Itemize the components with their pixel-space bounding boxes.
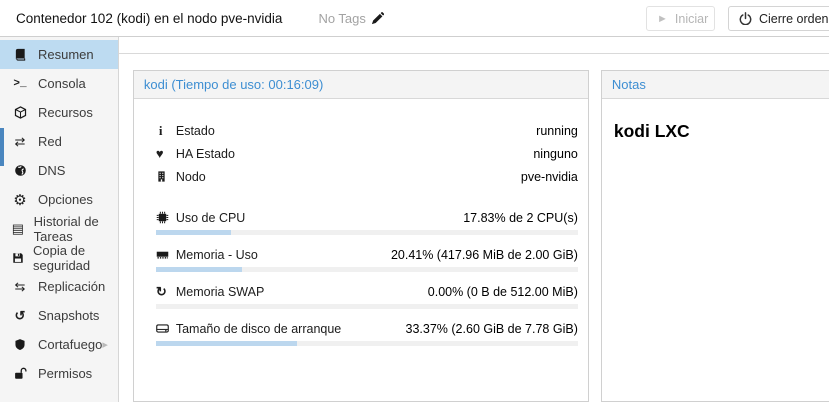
play-icon: ► bbox=[657, 12, 668, 25]
notes-panel-title: Notas bbox=[601, 71, 829, 99]
swap-progressbar bbox=[155, 304, 578, 309]
hdd-icon bbox=[156, 322, 176, 335]
pencil-icon[interactable] bbox=[371, 11, 384, 25]
power-icon bbox=[739, 12, 752, 25]
info-icon: i bbox=[158, 122, 163, 138]
notes-content[interactable]: kodi LXC bbox=[613, 121, 690, 141]
globe-icon bbox=[10, 164, 30, 177]
tree-scrollbar-thumb[interactable] bbox=[0, 128, 4, 166]
shutdown-button[interactable]: Cierre ordenado bbox=[728, 6, 829, 31]
status-row-ha: ♥ HA Estado ninguno bbox=[155, 146, 578, 161]
chevron-right-icon: ▸ bbox=[102, 339, 108, 351]
memory-icon bbox=[156, 248, 176, 261]
sidebar-item-replicacion[interactable]: ⇆ Replicación bbox=[0, 272, 118, 301]
memory-progressbar bbox=[155, 267, 578, 272]
page-title: Contenedor 102 (kodi) en el nodo pve-nvi… bbox=[16, 10, 283, 26]
sidebar-item-cortafuego[interactable]: Cortafuego ▸ bbox=[0, 330, 118, 359]
sidebar-item-dns[interactable]: DNS bbox=[0, 156, 118, 185]
task-list-icon: ▤ bbox=[11, 220, 24, 236]
sidebar-item-opciones[interactable]: ⚙ Opciones bbox=[0, 185, 118, 214]
swap-icon: ↻ bbox=[155, 283, 167, 299]
status-value: running bbox=[536, 123, 578, 138]
status-panel-title: kodi (Tiempo de uso: 00:16:09) bbox=[133, 71, 588, 99]
status-row-estado: i Estado running bbox=[156, 119, 578, 142]
sidebar-item-copia-seguridad[interactable]: Copia de seguridad bbox=[0, 243, 118, 273]
start-button[interactable]: ► Iniciar bbox=[646, 6, 715, 31]
content-toolbar bbox=[118, 37, 829, 54]
sidebar: Resumen >_ Consola Recursos ⇄ Red DNS ⚙ … bbox=[0, 37, 119, 402]
tags-label: No Tags bbox=[318, 10, 366, 26]
cpu-progressbar bbox=[155, 230, 578, 235]
swap-meter: ↻ Memoria SWAP 0.00% (0 B de 512.00 MiB) bbox=[155, 282, 578, 309]
notes-panel: Notas kodi LXC bbox=[600, 70, 829, 402]
sidebar-item-consola[interactable]: >_ Consola bbox=[0, 69, 118, 98]
status-panel: kodi (Tiempo de uso: 00:16:09) i Estado … bbox=[132, 70, 589, 402]
cpu-icon bbox=[156, 211, 176, 224]
sidebar-item-snapshots[interactable]: ↺ Snapshots bbox=[0, 301, 118, 330]
status-row-nodo: Nodo pve-nvidia bbox=[156, 165, 578, 188]
replication-arrows-icon: ⇆ bbox=[14, 278, 26, 294]
cube-icon bbox=[10, 106, 30, 119]
sidebar-item-historial[interactable]: ▤ Historial de Tareas bbox=[11, 213, 99, 244]
sidebar-item-resumen[interactable]: Resumen bbox=[0, 40, 118, 69]
bootdisk-meter: Tamaño de disco de arranque 33.37% (2.60… bbox=[155, 319, 578, 346]
terminal-icon: >_ bbox=[13, 77, 27, 90]
status-value: ninguno bbox=[533, 146, 578, 161]
book-icon bbox=[10, 48, 30, 61]
heartbeat-icon: ♥ bbox=[155, 146, 164, 161]
gear-icon: ⚙ bbox=[13, 191, 27, 209]
memory-meter: Memoria - Uso 20.41% (417.96 MiB de 2.00… bbox=[155, 245, 578, 272]
top-bar: Contenedor 102 (kodi) en el nodo pve-nvi… bbox=[0, 0, 829, 37]
sidebar-item-red[interactable]: ⇄ Red bbox=[0, 127, 118, 156]
floppy-icon bbox=[10, 252, 25, 264]
sidebar-item-recursos[interactable]: Recursos bbox=[0, 98, 118, 127]
cpu-meter: Uso de CPU 17.83% de 2 CPU(s) bbox=[155, 208, 578, 235]
status-value: pve-nvidia bbox=[520, 169, 578, 184]
bootdisk-progressbar bbox=[155, 341, 578, 346]
unlock-icon bbox=[10, 367, 30, 380]
sidebar-item-permisos[interactable]: Permisos bbox=[0, 359, 118, 388]
building-icon bbox=[156, 170, 176, 183]
network-arrows-icon: ⇄ bbox=[14, 133, 26, 149]
shield-icon bbox=[10, 338, 30, 351]
history-icon: ↺ bbox=[14, 307, 26, 323]
